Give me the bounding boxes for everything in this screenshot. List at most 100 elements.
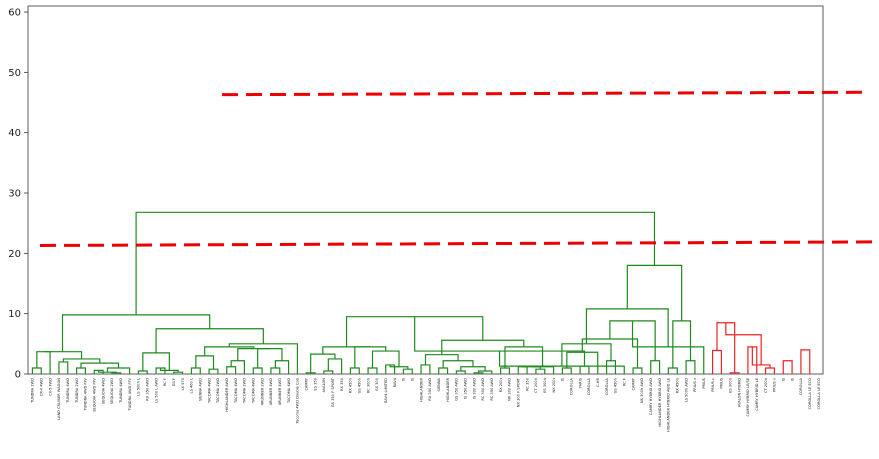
dendrogram-link <box>230 360 246 374</box>
dendrogram-link <box>322 346 371 355</box>
dendrogram-link <box>585 308 669 347</box>
leaf-label: COROLLA LE ECO <box>817 378 821 410</box>
leaf-label: RC 300h <box>366 378 370 393</box>
leaf-label: CAMRY <box>304 377 308 390</box>
leaf-label: SIENNA AWD <box>198 378 202 401</box>
leaf-label: CAMRY HYBRID AWD <box>649 378 653 415</box>
dendrogram-link <box>323 370 334 374</box>
dendrogram-link <box>349 367 360 374</box>
leaf-label: TUNDRA 4WD FFV <box>128 377 132 411</box>
leaf-labels: TUNDRA 2WD CR-V 4WD CX-5 FWD LAND CRUISER W… <box>31 377 821 432</box>
dendrogram-link <box>499 367 511 374</box>
y-tick-label: 40 <box>8 128 21 139</box>
leaf-label: ES 350 <box>313 377 317 390</box>
dendrogram-link <box>135 211 656 315</box>
leaf-label: COROLLA LE ECO <box>808 378 812 410</box>
leaf-label: IS <box>410 377 414 381</box>
dendrogram-link <box>460 366 486 371</box>
leaf-label: COROLLA <box>569 377 573 395</box>
leaf-label: LS 500h L <box>137 378 141 396</box>
dendrogram-link <box>531 366 555 374</box>
leaf-label: TUNDRA 4WD <box>119 378 123 404</box>
dendrogram-links <box>31 211 811 374</box>
leaf-label: RX 350 AWD <box>145 378 149 401</box>
dendrogram-link <box>327 358 343 374</box>
leaf-label: RC 300 AWD <box>481 378 485 401</box>
leaf-label: AVALON HYBRID <box>737 378 741 407</box>
leaf-label: SEQUOIA 4WD <box>101 378 105 404</box>
dendrogram-link <box>43 351 83 359</box>
leaf-label: LS 500h AWD <box>684 378 688 403</box>
dendrogram-link <box>626 264 683 321</box>
dendrogram-link <box>274 360 290 374</box>
dendrogram-link <box>438 367 449 374</box>
y-tick-label: 60 <box>8 8 21 19</box>
leaf-label: C-HR <box>596 378 600 388</box>
dendrogram-link <box>58 361 69 374</box>
dendrogram-link <box>208 368 219 374</box>
y-tick-label: 30 <box>8 189 21 200</box>
leaf-label: PRIUS c <box>711 378 715 392</box>
leaf-label: GS F <box>172 378 176 386</box>
dendrogram-link <box>441 339 525 355</box>
dendrogram-link <box>367 367 378 374</box>
dendrogram-link <box>252 367 263 374</box>
dendrogram-link <box>237 348 270 361</box>
leaf-label: RX 450h <box>675 378 679 393</box>
dendrogram-link <box>61 314 211 352</box>
leaf-label: RX 450h <box>349 378 353 393</box>
leaf-label: LAND CRUISER WAGON <box>57 378 61 420</box>
dendrogram-link <box>711 349 723 374</box>
leaf-label: IS <box>781 377 785 381</box>
dendrogram-link <box>632 367 643 374</box>
dendrogram-link <box>155 328 264 353</box>
dendrogram-link <box>80 362 120 368</box>
leaf-label: SIENNA <box>437 377 441 391</box>
leaf-label: RAV4 LIMITED <box>384 378 388 403</box>
leaf-label: HIGHLANDER AWD <box>225 378 229 412</box>
dendrogram-link <box>561 367 572 374</box>
leaf-label: IS <box>790 377 794 381</box>
leaf-label: CAMRY HYBRID LE <box>755 377 759 411</box>
leaf-label: RC 350 <box>525 377 529 391</box>
dendrogram-link <box>685 360 696 374</box>
leaf-label: IS 300 AWD <box>472 378 476 399</box>
dendrogram-link <box>354 346 387 368</box>
leaf-label: CT 200h <box>764 378 768 393</box>
plot-border <box>27 5 824 375</box>
dendrogram-link <box>226 366 237 374</box>
leaf-label: PRIUS v <box>693 377 697 392</box>
leaf-label: SEQUOIA 4WD FFV <box>92 377 96 411</box>
dendrogram-link <box>650 360 661 374</box>
leaf-label: TACOMA 4WD <box>251 378 255 404</box>
dendrogram-link <box>402 368 413 374</box>
dendrogram-link <box>764 367 776 374</box>
leaf-label: Tacoma 4WD Double Cab <box>296 377 300 424</box>
dendrogram-link <box>561 343 612 367</box>
leaf-label: RC 350 AWD <box>490 378 494 401</box>
y-tick-label: 0 <box>15 370 21 381</box>
leaf-label: GS 450h <box>357 378 361 393</box>
dendrogram-link <box>36 351 51 374</box>
y-tick-label: 10 <box>8 309 21 320</box>
dendrogram-link <box>579 365 590 374</box>
leaf-label: HIGHLANDER <box>419 378 423 403</box>
leaf-label: SEQUOIA 2WD <box>110 378 114 404</box>
leaf-label: HIGHLANDER HYBRID AWD LE <box>667 377 671 432</box>
leaf-label: ES 300h <box>728 378 732 393</box>
leaf-label: CX-5 FWD <box>48 378 52 396</box>
dendrogram-link <box>424 354 459 365</box>
dendrogram-link <box>62 358 101 364</box>
dendrogram-link <box>190 367 201 374</box>
leaf-label: ES 300h <box>543 378 547 393</box>
leaf-label: RX 200t <box>499 377 503 392</box>
y-tick-label: 20 <box>8 249 21 260</box>
leaf-label: NX 300 AWD <box>508 378 512 401</box>
y-axis: 0 10 20 30 40 50 60 <box>8 8 28 381</box>
leaf-label: CT 200h <box>534 378 538 393</box>
dendrogram-link <box>517 366 528 374</box>
dendrogram-link <box>504 346 544 368</box>
leaf-label: TUNDRA 4WD <box>66 378 70 404</box>
leaf-label: NX 200t <box>552 377 556 392</box>
